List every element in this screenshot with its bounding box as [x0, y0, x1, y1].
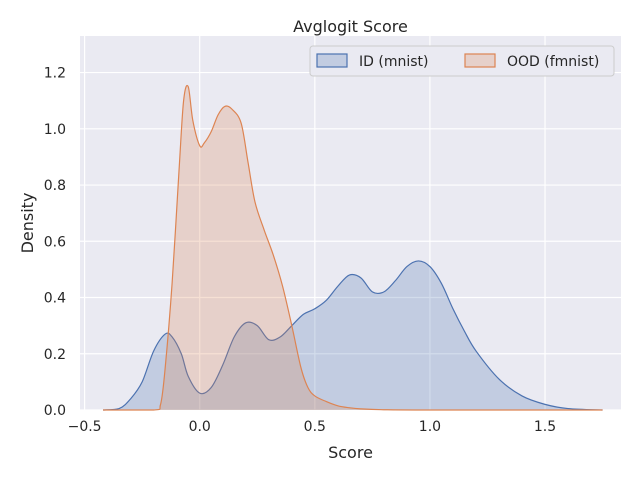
density-area-ood-line [103, 84, 603, 411]
y-axis-label: Density [18, 193, 37, 254]
density-areas [102, 84, 603, 411]
density-area-ood-fill [103, 85, 603, 410]
y-tick-label: 1.2 [44, 66, 66, 82]
y-tick-label: 0.8 [44, 178, 66, 194]
legend-box [309, 45, 615, 77]
legend: ID (mnist) OOD (fmnist) [309, 45, 615, 77]
plot-background [80, 36, 621, 410]
x-tick-label: 1.0 [419, 419, 441, 435]
y-tick-label: 0.6 [44, 234, 66, 250]
x-tick-label: 0.5 [304, 419, 326, 435]
y-tick-label: 0.0 [44, 403, 66, 419]
legend-label-ood: OOD (fmnist) [507, 54, 599, 70]
x-tick-label: −0.5 [68, 419, 102, 435]
density-area-id-fill [103, 260, 603, 410]
y-tick-label: 0.4 [44, 291, 66, 307]
x-tick-label: 1.5 [534, 419, 556, 435]
legend-label-id: ID (mnist) [359, 54, 428, 70]
legend-swatch-ood [464, 53, 496, 68]
chart-title: Avglogit Score [293, 17, 408, 36]
y-tick-label: 1.0 [44, 122, 66, 138]
density-area-id-line [102, 260, 603, 411]
x-axis-label: Score [328, 443, 373, 462]
grid-lines [80, 36, 621, 411]
y-tick-label: 0.2 [44, 347, 66, 363]
x-tick-label: 0.0 [189, 419, 211, 435]
y-tick-labels: 0.0 0.2 0.4 0.6 0.8 1.0 1.2 [44, 66, 66, 419]
legend-swatch-id [316, 53, 348, 68]
x-tick-labels: −0.5 0.0 0.5 1.0 1.5 [68, 419, 557, 435]
